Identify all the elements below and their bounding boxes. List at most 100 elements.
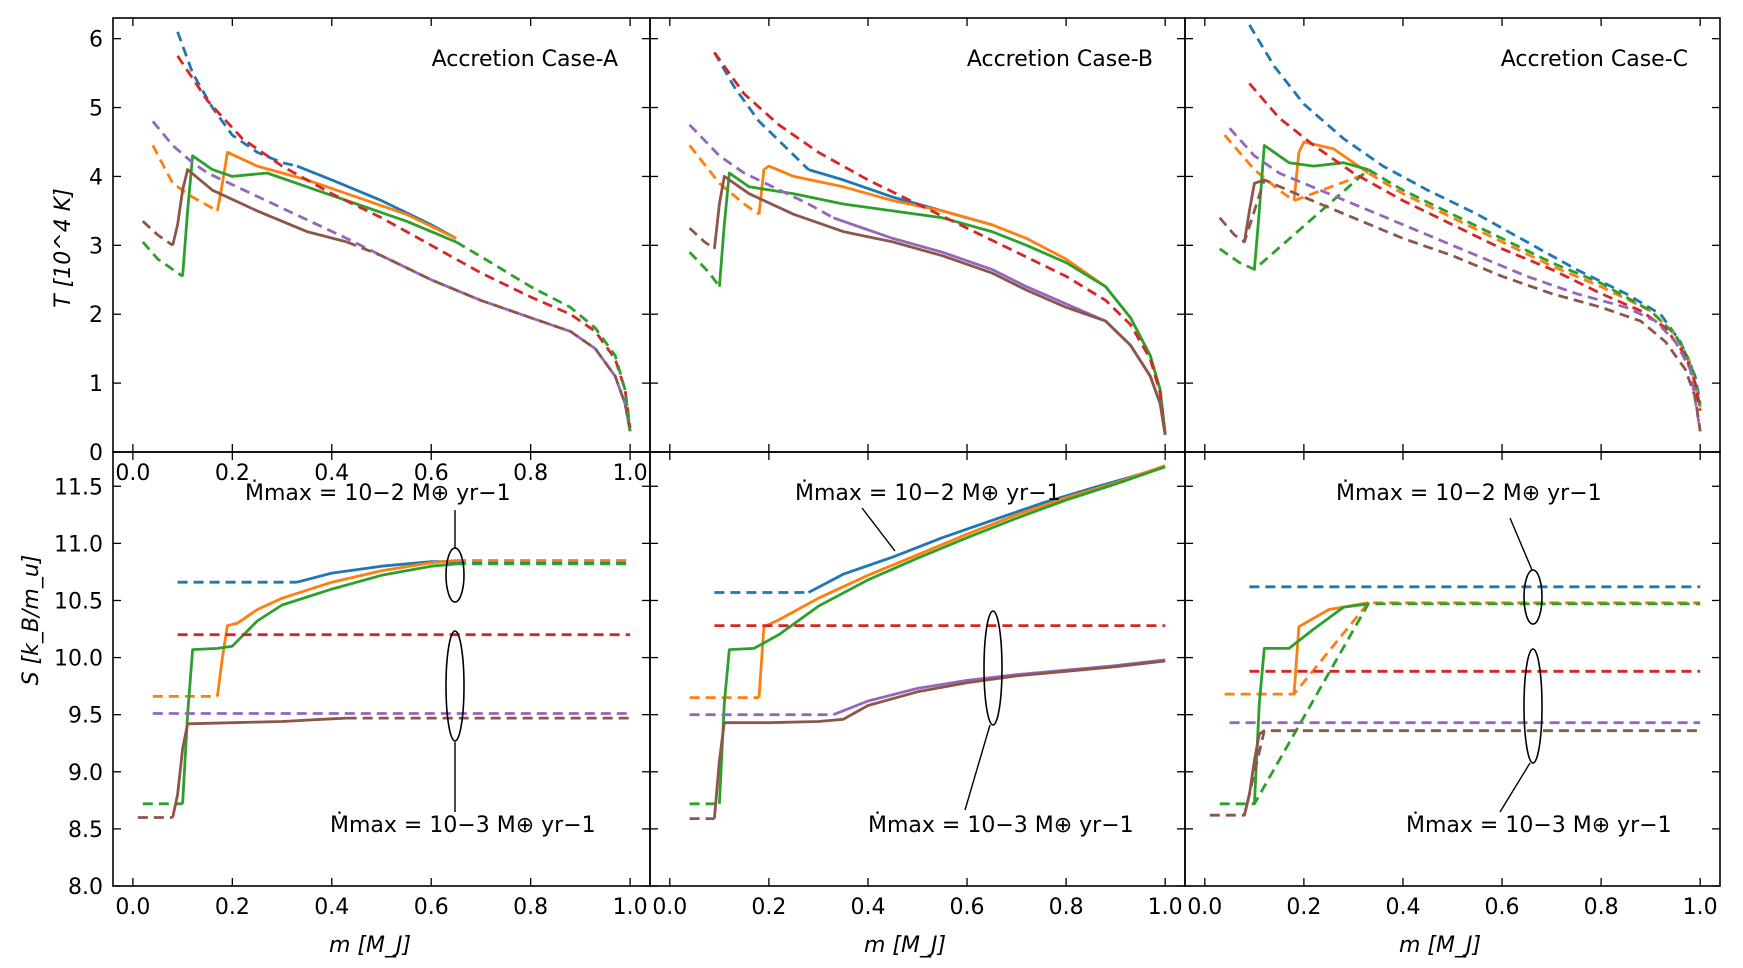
x-tick-label: 1.0 [613,461,648,486]
series-brown-solid [1243,178,1265,243]
x-tick-label: 0.0 [115,895,150,920]
series-green-solid [718,171,1167,435]
x-tick-label: 0.2 [1286,895,1321,920]
y-axis-label-temperature: T [10^4 K] [51,188,76,307]
annotation-low-rate-left: Ṁmax = 10−3 M⊕ yr−1 [330,812,596,838]
y-axis-label-entropy: S [k_B/m_u] [19,555,44,686]
series-red-dashed [1248,82,1702,411]
x-tick-label: 0.6 [414,895,449,920]
x-tick-label: 0.8 [1584,895,1619,920]
x-tick-label: 0.4 [1385,895,1420,920]
y-tick-label: 8.5 [68,818,103,843]
series-brown-dashed [141,220,174,247]
panel-frame [1184,451,1721,887]
panel-top-left: 0.0 0.2 0.4 0.6 0.8 1.0 0 1 2 3 4 5 6 Accretion Case-… [89,17,651,486]
x-tick-label: 0.6 [950,895,985,920]
series-blue-dashed [176,31,298,168]
x-tick-label: 0.2 [215,895,250,920]
x-tick-label: 0.4 [850,895,885,920]
x-tick-label: 1.0 [613,895,648,920]
series-purple-dashed [151,120,632,432]
annotation-low-rate-right: Ṁmax = 10−3 M⊕ yr−1 [1406,812,1672,838]
y-tick-label: 2 [89,303,103,328]
panel-frame [1184,17,1721,453]
leader-high-middle [861,507,896,552]
x-tick-label: 0.8 [513,461,548,486]
series-orange-solid [757,464,1166,698]
x-tick-label: 0.0 [115,461,150,486]
y-tick-label: 11.0 [54,532,103,557]
series-purple-dashed [1228,127,1702,432]
series-brown-solid [713,175,1167,436]
y-tick-label: 4 [89,165,103,190]
series-green-solid [1253,144,1369,270]
series-purple-solid [832,216,1167,436]
series-orange-solid [216,559,457,697]
series-green-solid [181,562,457,804]
ellipse-low-left [445,630,465,742]
x-axis-label-middle: m [M_J] [864,933,946,958]
x-tick-label: 0.6 [414,461,449,486]
series-brown-dashed [1209,729,1701,817]
x-axis-label-right: m [M_J] [1399,933,1481,958]
y-tick-label: 9.0 [68,761,103,786]
leader-high-right [1509,517,1533,571]
series-brown-dashed-tail [346,240,632,432]
panel-title: Accretion Case-C [1501,47,1688,72]
x-tick-label: 0.2 [751,895,786,920]
panel-top-middle: Accretion Case-B [649,17,1186,453]
panel-top-right: Accretion Case-C [1184,17,1721,453]
x-tick-label: 0.4 [314,461,349,486]
y-tick-label: 10.0 [54,647,103,672]
annotation-high-rate-middle: Ṁmax = 10−2 M⊕ yr−1 [795,480,1061,506]
y-tick-label: 1 [89,372,103,397]
series-brown-solid [713,659,1166,819]
y-axis-label-temperature-text: T [10^4 K] [51,188,76,307]
y-tick-label: 10.5 [54,589,103,614]
y-tick-label: 5 [89,97,103,122]
x-axis-label-left: m [M_J] [329,933,411,958]
y-axis-label-entropy-text: S [k_B/m_u] [19,555,44,686]
series-brown-solid [171,716,347,818]
x-tick-label: 0.0 [652,895,687,920]
y-tick-label: 11.5 [54,475,103,500]
series-red-dashed [713,51,1167,435]
annotation-low-rate-middle: Ṁmax = 10−3 M⊕ yr−1 [868,812,1134,838]
x-tick-label: 0.8 [1049,895,1084,920]
x-tick-label: 0.2 [215,461,250,486]
y-tick-label: 9.5 [68,704,103,729]
annotation-high-rate-right: Ṁmax = 10−2 M⊕ yr−1 [1336,480,1602,506]
x-tick-label: 1.0 [1683,895,1718,920]
y-tick-label: 0 [89,441,103,466]
series-green-solid [718,465,1166,804]
series-purple-dashed [688,123,834,220]
series-brown-solid [1243,729,1266,816]
x-tick-label: 1.0 [1148,895,1183,920]
y-tick-label: 8.0 [68,875,103,900]
x-tick-label: 0.0 [1187,895,1222,920]
series-green-dashed [1219,602,1701,806]
series-brown-dashed [688,227,716,250]
ellipse-low-middle [983,610,1003,726]
leader-low-right [1499,762,1531,813]
panel-frame [112,17,651,453]
series-green-dashed [141,240,184,278]
y-tick-label: 6 [89,28,103,53]
series-green-solid [1253,602,1369,804]
panel-title: Accretion Case-A [432,47,618,72]
series-red-dashed [176,55,632,429]
series-green-dashed [1218,168,1702,408]
panel-bottom-middle: 0.0 0.2 0.4 0.6 0.8 1.0 [649,451,1186,920]
series-orange-solid [1292,140,1370,201]
y-tick-label: 3 [89,234,103,259]
series-brown-dashed [1218,178,1702,432]
leader-low-middle [964,724,991,811]
panel-bottom-right: 0.0 0.2 0.4 0.6 0.8 1.0 [1184,451,1721,920]
series-green-dashed [688,251,721,288]
panel-bottom-left: 0.0 0.2 0.4 0.6 0.8 1.0 8.0 8.5 9.0 9.5 10.0 10.5 11… [54,451,651,920]
ellipse-high-right [1523,569,1543,625]
series-brown-solid [171,168,348,246]
ellipse-low-right [1523,648,1543,764]
series-green-solid [181,154,457,277]
